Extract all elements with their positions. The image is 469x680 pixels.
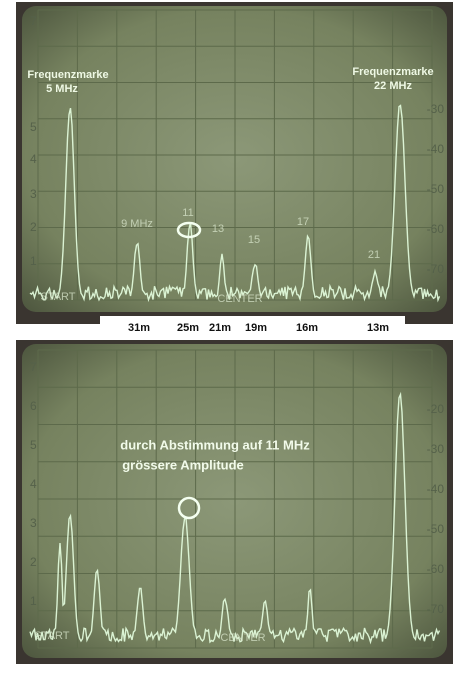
scale-label: -70	[427, 262, 445, 276]
scale-label: 1	[30, 594, 37, 608]
center-label: CENTER	[217, 293, 262, 305]
peak-label: 13	[212, 223, 224, 235]
marker-value: 22 MHz	[374, 80, 412, 92]
page: {"top_screen": { "marker_left": {"title"…	[0, 0, 469, 675]
scale-label: -50	[427, 182, 445, 196]
start-label: START	[40, 291, 75, 303]
caption: durch Abstimmung auf 11 MHz	[120, 437, 310, 452]
marker-value: 5 MHz	[46, 83, 78, 95]
caption: grössere Amplitude	[122, 457, 244, 472]
scale-label: 5	[30, 120, 37, 134]
peak-label: 11	[182, 207, 193, 219]
band-label: 25m	[177, 322, 199, 334]
band-label: 16m	[296, 322, 318, 334]
scale-label: 2	[30, 555, 37, 569]
scale-label: 6	[30, 399, 37, 413]
scale-label: 4	[30, 152, 37, 166]
marker-title: Frequenzmarke	[27, 69, 108, 81]
scale-label: 2	[30, 220, 37, 234]
scale-label: -40	[427, 142, 445, 156]
scale-label: -30	[427, 102, 445, 116]
scale-label: -20	[427, 402, 445, 416]
scale-label: 7	[30, 360, 37, 374]
peak-label: 15	[248, 234, 260, 246]
scale-label: -40	[427, 482, 445, 496]
screenshot: Frequenzmarke 5 MHz Frequenzmarke 22 MHz…	[0, 0, 469, 675]
scale-label: -70	[427, 602, 445, 616]
peak-label: 9 MHz	[121, 218, 153, 230]
band-label: 31m	[128, 322, 150, 334]
peak-label: 21	[368, 249, 380, 261]
band-label: 13m	[367, 322, 389, 334]
scale-label: 4	[30, 477, 37, 491]
scale-label: 3	[30, 187, 37, 201]
scale-label: 1	[30, 254, 37, 268]
scale-label: -30	[427, 442, 445, 456]
marker-title: Frequenzmarke	[352, 66, 433, 78]
start-label: START	[34, 630, 69, 642]
band-label: 21m	[209, 322, 231, 334]
scale-label: -60	[427, 222, 445, 236]
scale-label: 7	[30, 14, 37, 28]
scale-label: 5	[30, 438, 37, 452]
center-label: CENTER	[220, 632, 265, 644]
peak-label: 17	[297, 216, 309, 228]
band-label: 19m	[245, 322, 267, 334]
scale-label: 3	[30, 516, 37, 530]
scale-label: -50	[427, 522, 445, 536]
scale-label: -60	[427, 562, 445, 576]
